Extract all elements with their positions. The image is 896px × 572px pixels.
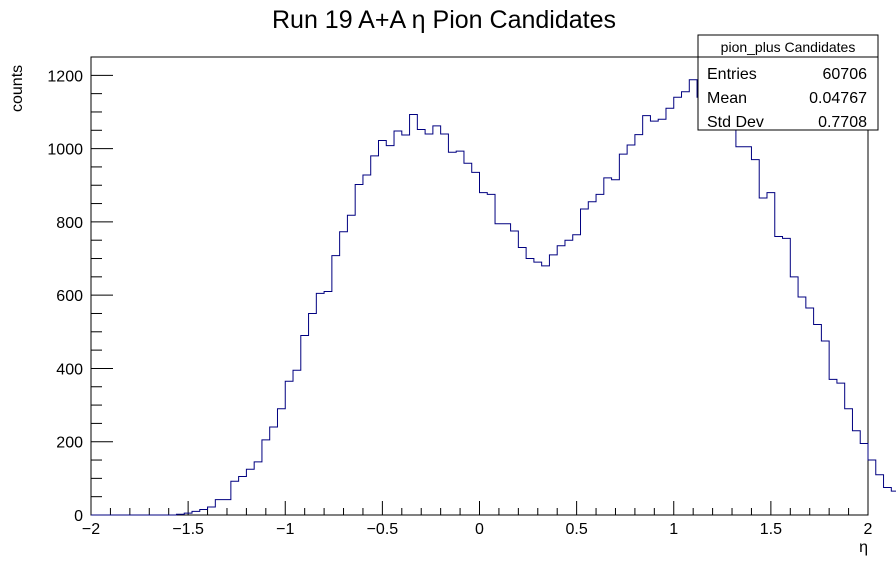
chart-title: Run 19 A+A η Pion Candidates [272,6,616,34]
x-tick-label: −1.5 [172,521,204,538]
stats-value: 0.04767 [809,90,867,107]
stats-value: 0.7708 [818,114,867,131]
stats-value: 60706 [823,66,868,83]
x-tick-label: −0.5 [367,521,399,538]
stats-label: Entries [707,66,757,83]
y-tick-label: 0 [74,508,83,525]
histogram-line [91,79,896,516]
stats-box-title: pion_plus Candidates [721,39,856,55]
x-tick-label: 1.5 [760,521,782,538]
x-tick-label: 2 [864,521,873,538]
y-tick-label: 600 [56,288,83,305]
x-axis-label: η [859,539,868,556]
histogram-series [91,79,896,516]
y-tick-label: 1000 [47,142,83,159]
y-axis: 0 200 400 600 800 1000 1200 [47,68,113,525]
y-tick-label: 1200 [47,68,83,85]
x-tick-label: 1 [669,521,678,538]
stats-label: Mean [707,90,747,107]
x-tick-label: 0.5 [566,521,588,538]
stats-box-frame [697,34,879,131]
x-tick-label: 0 [475,521,484,538]
stats-label: Std Dev [707,114,764,131]
x-tick-label: −2 [82,521,100,538]
y-tick-label: 200 [56,435,83,452]
x-axis: −2 −1.5 −1 −0.5 0 0.5 1 1.5 2 [82,501,873,538]
y-tick-label: 800 [56,215,83,232]
y-axis-label: counts [9,65,26,112]
stats-box: pion_plus Candidates Entries 60706 Mean 0.04… [697,34,879,131]
x-tick-label: −1 [276,521,294,538]
y-tick-label: 400 [56,361,83,378]
